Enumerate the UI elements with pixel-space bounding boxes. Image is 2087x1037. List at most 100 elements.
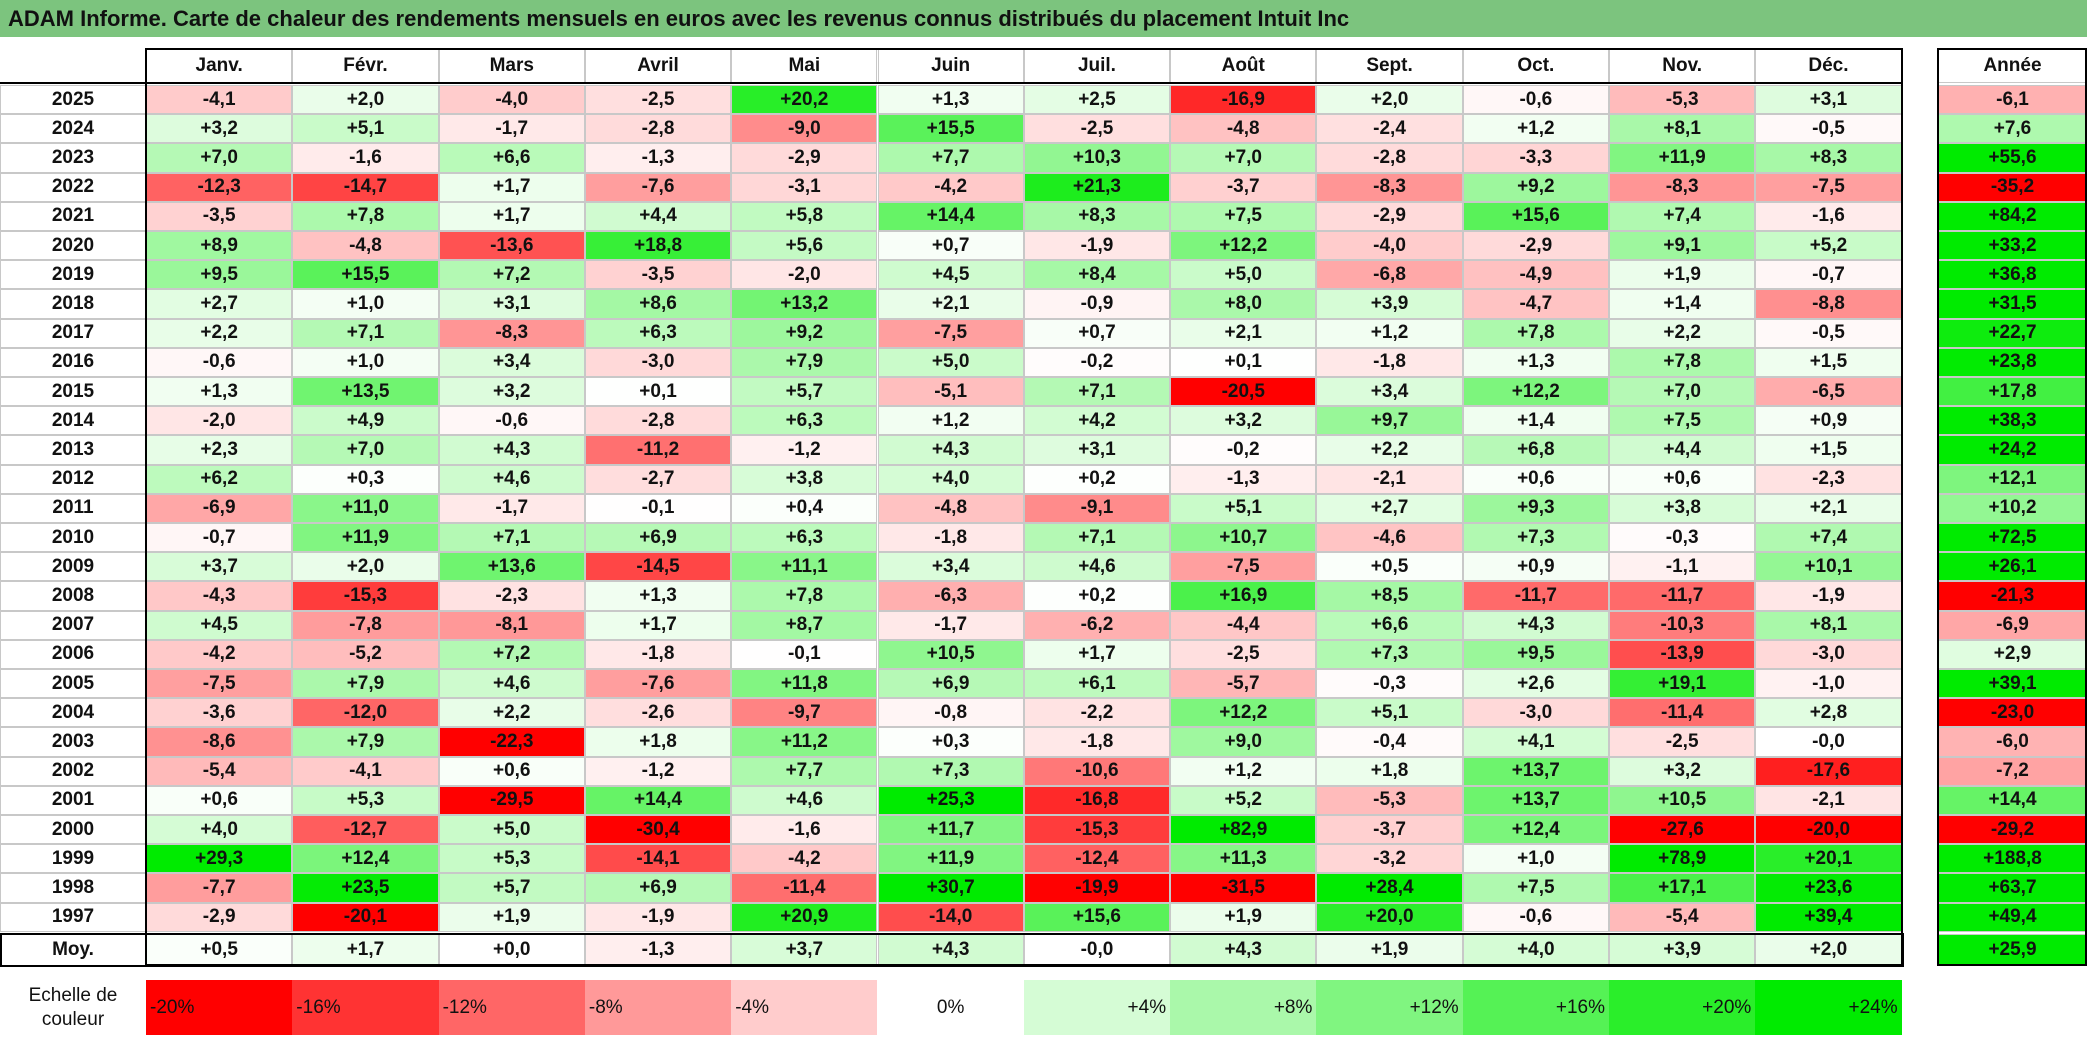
- heat-cell: -11,7: [1462, 581, 1609, 611]
- heat-cell: +9,2: [1462, 172, 1609, 202]
- column-header: Juil.: [1023, 48, 1171, 83]
- heat-cell: +9,7: [1316, 406, 1463, 436]
- heat-cell: -5,7: [1170, 669, 1317, 699]
- heat-cell: +2,6: [1462, 669, 1609, 699]
- heat-cell: -4,3: [146, 581, 293, 611]
- heat-cell: +1,0: [292, 347, 439, 377]
- heat-cell: +23,6: [1755, 873, 1902, 903]
- heat-cell: -4,0: [438, 85, 585, 115]
- column-header: Juin: [877, 48, 1024, 83]
- heat-cell: +7,7: [731, 756, 878, 786]
- heat-cell: +18,8: [584, 231, 732, 261]
- heat-cell: +7,8: [292, 201, 439, 231]
- heat-cell: +0,7: [877, 231, 1024, 261]
- heat-cell: +6,2: [146, 464, 293, 494]
- heat-cell: +4,6: [438, 464, 585, 494]
- total-cell: +26,1: [1938, 552, 2087, 582]
- total-cell: +38,3: [1938, 406, 2087, 436]
- column-header: Avril: [584, 48, 732, 83]
- heat-cell: +5,8: [731, 201, 878, 231]
- heat-cell: -0,6: [1462, 85, 1609, 115]
- heat-cell: -2,1: [1755, 785, 1902, 815]
- heat-cell: +1,2: [1462, 114, 1609, 144]
- heat-cell: +3,1: [1755, 85, 1902, 115]
- heat-cell: +0,1: [584, 377, 732, 407]
- heat-cell: -2,8: [584, 406, 732, 436]
- heat-cell: -11,4: [731, 873, 878, 903]
- total-cell: +31,5: [1938, 289, 2087, 319]
- column-header: Nov.: [1609, 48, 1756, 83]
- heat-cell: -8,1: [438, 610, 585, 640]
- heat-cell: +2,0: [292, 85, 439, 115]
- heat-cell: +78,9: [1609, 844, 1756, 874]
- heat-cell: +30,7: [877, 873, 1024, 903]
- heat-cell: +7,2: [438, 260, 585, 290]
- heat-cell: +1,0: [292, 289, 439, 319]
- scale-step: +24%: [1755, 980, 1902, 1035]
- row-label: 2000: [0, 815, 146, 845]
- heat-cell: +3,2: [1609, 756, 1756, 786]
- heat-cell: +4,3: [877, 933, 1024, 966]
- heat-cell: +7,1: [1023, 523, 1171, 553]
- heat-cell: -0,2: [1023, 347, 1171, 377]
- heat-cell: -7,6: [584, 669, 732, 699]
- heat-cell: +11,0: [292, 493, 439, 523]
- total-cell: +12,1: [1938, 464, 2087, 494]
- heat-cell: -7,8: [292, 610, 439, 640]
- row-label: 1997: [0, 902, 146, 932]
- heat-cell: -1,3: [1170, 464, 1317, 494]
- heat-cell: +7,3: [1462, 523, 1609, 553]
- heat-cell: +0,6: [1609, 464, 1756, 494]
- heat-cell: -5,2: [292, 639, 439, 669]
- heat-cell: -1,9: [1755, 581, 1902, 611]
- total-cell: -29,2: [1938, 815, 2087, 845]
- heat-cell: +7,0: [292, 435, 439, 465]
- heat-cell: -2,5: [1170, 639, 1317, 669]
- heat-cell: +1,7: [1023, 639, 1171, 669]
- heat-cell: +7,4: [1755, 523, 1902, 553]
- heat-cell: +17,1: [1609, 873, 1756, 903]
- heat-cell: -30,4: [584, 815, 732, 845]
- heat-cell: +1,2: [1170, 756, 1317, 786]
- heat-cell: -2,9: [731, 143, 878, 173]
- row-label: 2002: [0, 756, 146, 786]
- heat-cell: -3,1: [731, 172, 878, 202]
- heat-cell: +4,0: [1462, 933, 1609, 966]
- heat-cell: +7,3: [1316, 639, 1463, 669]
- heat-cell: -15,3: [1023, 815, 1171, 845]
- heat-cell: -1,6: [292, 143, 439, 173]
- heat-cell: -1,6: [1755, 201, 1902, 231]
- total-cell: +14,4: [1938, 785, 2087, 815]
- heat-cell: +3,4: [438, 347, 585, 377]
- heat-cell: -3,0: [1755, 639, 1902, 669]
- row-label: 2014: [0, 406, 146, 436]
- heat-cell: -13,9: [1609, 639, 1756, 669]
- heat-cell: -9,0: [731, 114, 878, 144]
- scale-step: +4%: [1023, 980, 1171, 1035]
- heat-cell: +7,2: [438, 639, 585, 669]
- heat-cell: +7,9: [731, 347, 878, 377]
- heat-cell: +12,2: [1170, 231, 1317, 261]
- heat-cell: -3,6: [146, 698, 293, 728]
- heat-cell: -3,5: [584, 260, 732, 290]
- heat-cell: -0,4: [1316, 727, 1463, 757]
- scale-step: +20%: [1609, 980, 1756, 1035]
- heat-cell: +0,2: [1023, 464, 1171, 494]
- heat-cell: -5,3: [1316, 785, 1463, 815]
- heat-cell: +1,7: [292, 933, 439, 966]
- heat-cell: +3,4: [877, 552, 1024, 582]
- heat-cell: +10,3: [1023, 143, 1171, 173]
- heat-cell: -11,4: [1609, 698, 1756, 728]
- row-label: 1998: [0, 873, 146, 903]
- heat-cell: +9,1: [1609, 231, 1756, 261]
- heat-cell: -2,8: [1316, 143, 1463, 173]
- heat-cell: -0,8: [877, 698, 1024, 728]
- scale-step: +8%: [1170, 980, 1317, 1035]
- heat-cell: -4,1: [292, 756, 439, 786]
- column-header: Mai: [731, 48, 878, 83]
- total-cell: +63,7: [1938, 873, 2087, 903]
- heat-cell: -5,4: [146, 756, 293, 786]
- scale-step: +16%: [1462, 980, 1609, 1035]
- heat-cell: -0,0: [1023, 933, 1171, 966]
- heat-cell: +1,3: [1462, 347, 1609, 377]
